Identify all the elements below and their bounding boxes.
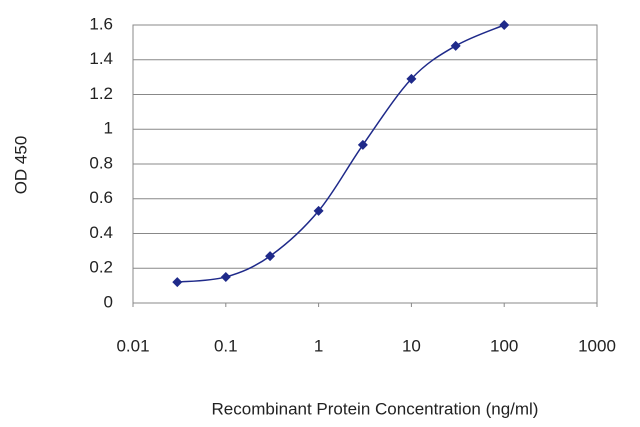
x-tick-label: 100 <box>490 336 518 355</box>
y-tick-label: 0.6 <box>89 188 113 207</box>
x-tick-label: 0.1 <box>214 336 238 355</box>
y-tick-label: 0.8 <box>89 153 113 172</box>
x-axis-label: Recombinant Protein Concentration (ng/ml… <box>212 399 539 418</box>
y-tick-label: 0.4 <box>89 223 113 242</box>
y-tick-label: 1.2 <box>89 84 113 103</box>
x-tick-label: 0.01 <box>116 336 149 355</box>
y-tick-label: 1.4 <box>89 49 113 68</box>
data-point <box>450 40 461 51</box>
data-point <box>172 277 183 288</box>
y-axis-label: OD 450 <box>11 136 30 195</box>
y-tick-label: 1 <box>104 119 113 138</box>
y-tick-label: 1.6 <box>89 14 113 33</box>
data-point <box>265 251 276 262</box>
y-tick-label: 0.2 <box>89 258 113 277</box>
x-tick-label: 10 <box>402 336 421 355</box>
data-point <box>499 20 510 30</box>
y-tick-label: 0 <box>104 292 113 311</box>
data-line <box>177 24 505 283</box>
data-point <box>220 271 231 282</box>
data-point <box>357 139 368 150</box>
x-tick-label: 1 <box>314 336 323 355</box>
x-tick-label: 1000 <box>578 336 616 355</box>
data-point <box>313 205 324 216</box>
data-point <box>406 73 417 84</box>
